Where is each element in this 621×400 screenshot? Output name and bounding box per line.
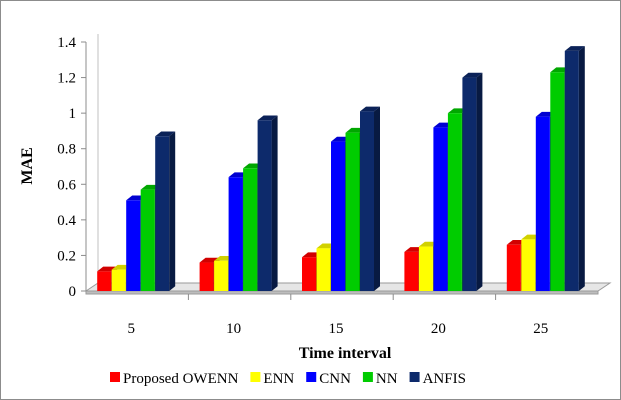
legend: Proposed OWENN ENN CNN NN ANFIS bbox=[110, 371, 466, 387]
bar-front bbox=[564, 50, 579, 292]
x-tick-label: 15 bbox=[329, 321, 344, 337]
bar-side bbox=[476, 72, 483, 292]
legend-item-enn: ENN bbox=[250, 371, 294, 387]
bar-front bbox=[521, 239, 536, 291]
bar-front bbox=[331, 141, 345, 291]
bar-front bbox=[214, 260, 229, 291]
y-tick-label: 0.2 bbox=[57, 248, 76, 264]
bar-front bbox=[155, 136, 170, 291]
bar-front bbox=[418, 246, 433, 291]
legend-item-nn: NN bbox=[362, 371, 398, 387]
bar-top bbox=[564, 46, 585, 51]
bar-front bbox=[535, 116, 550, 291]
y-tick-label: 1 bbox=[69, 106, 77, 122]
y-tick-label: 1.2 bbox=[57, 71, 76, 87]
bar-front bbox=[228, 177, 243, 291]
legend-item-anfis: ANFIS bbox=[409, 371, 466, 387]
legend-label: NN bbox=[376, 371, 398, 387]
legend-label: Proposed OWENN bbox=[123, 371, 239, 387]
bar-front bbox=[243, 168, 258, 291]
bar-anfis-10 bbox=[257, 115, 278, 291]
bar-front bbox=[462, 77, 477, 291]
bar-front bbox=[199, 262, 214, 291]
legend-swatch bbox=[306, 372, 317, 382]
bar-front bbox=[257, 120, 272, 291]
bar-front bbox=[140, 189, 155, 291]
bar-top bbox=[257, 115, 278, 121]
legend-swatch bbox=[362, 372, 373, 382]
legend-swatch bbox=[409, 372, 420, 382]
bar-side bbox=[169, 131, 176, 291]
bar-front bbox=[433, 127, 448, 291]
chart-bars bbox=[97, 46, 585, 292]
x-tick-label: 25 bbox=[533, 321, 548, 337]
legend-item-cnn: CNN bbox=[306, 371, 351, 387]
chart-axes bbox=[81, 34, 497, 300]
bar-anfis-25 bbox=[564, 46, 585, 292]
x-tick-label: 5 bbox=[127, 321, 135, 337]
y-tick-label: 0.6 bbox=[57, 177, 76, 193]
legend-label: ENN bbox=[263, 371, 294, 387]
bar-front bbox=[316, 248, 331, 291]
legend-swatch bbox=[250, 372, 261, 382]
bar-side bbox=[578, 46, 585, 291]
bar-front bbox=[126, 200, 141, 291]
bar-front bbox=[404, 251, 419, 291]
bar-front bbox=[360, 111, 374, 291]
bar-front bbox=[345, 132, 360, 291]
bar-front bbox=[111, 269, 126, 291]
bar-side bbox=[271, 115, 278, 291]
x-axis-title: Time interval bbox=[299, 345, 392, 362]
bar-front bbox=[550, 72, 565, 291]
bar-top bbox=[360, 106, 380, 112]
x-tick-label: 20 bbox=[431, 321, 446, 337]
legend-label: CNN bbox=[319, 371, 351, 387]
x-tick-label: 10 bbox=[226, 321, 241, 337]
bar-front bbox=[447, 113, 462, 292]
bar-front bbox=[302, 257, 316, 291]
legend-label: ANFIS bbox=[423, 371, 466, 387]
bar-top bbox=[462, 72, 483, 78]
y-axis-title: MAE bbox=[19, 147, 36, 184]
x-tick-labels: 5 10 15 20 25 bbox=[127, 321, 548, 337]
legend-swatch bbox=[110, 372, 120, 382]
bar-top bbox=[155, 131, 176, 137]
bar-anfis-5 bbox=[155, 131, 176, 291]
bar-side bbox=[374, 106, 380, 291]
bar-anfis-20 bbox=[462, 72, 483, 292]
y-tick-label: 1.4 bbox=[57, 35, 76, 51]
bar-front bbox=[506, 244, 521, 291]
y-tick-labels: 0 0.2 0.4 0.6 0.8 1 1.2 1.4 bbox=[57, 35, 76, 300]
legend-item-proposed-owenn: Proposed OWENN bbox=[110, 371, 239, 387]
bar-front bbox=[97, 271, 112, 291]
bar-anfis-15 bbox=[360, 106, 380, 291]
y-tick-label: 0.8 bbox=[57, 142, 76, 158]
y-tick-label: 0.4 bbox=[57, 213, 76, 229]
y-tick-label: 0 bbox=[69, 284, 77, 300]
floor-front bbox=[85, 290, 599, 295]
